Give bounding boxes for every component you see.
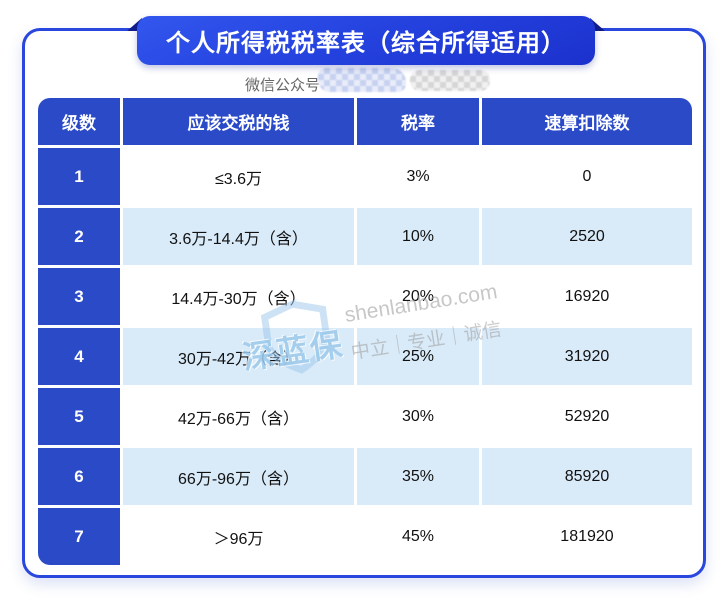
cell-level: 2 <box>38 208 120 265</box>
cell-deduction: 181920 <box>482 508 692 565</box>
cell-rate: 3% <box>357 148 479 205</box>
cell-level: 4 <box>38 328 120 385</box>
cell-level: 5 <box>38 388 120 445</box>
cell-rate: 10% <box>357 208 479 265</box>
cell-deduction: 31920 <box>482 328 692 385</box>
cell-bracket: 14.4万-30万（含） <box>123 268 354 325</box>
col-header-deduction: 速算扣除数 <box>482 98 692 145</box>
cell-bracket: ＞96万 <box>123 508 354 565</box>
redacted-account-name-blur <box>318 68 406 92</box>
tax-rate-table: 级数 应该交税的钱 税率 速算扣除数 1 ≤3.6万 3% 0 2 3.6万-1… <box>38 98 692 565</box>
cell-bracket: 3.6万-14.4万（含） <box>123 208 354 265</box>
cell-deduction: 2520 <box>482 208 692 265</box>
title-banner: 个人所得税税率表（综合所得适用） <box>137 16 595 65</box>
cell-level: 1 <box>38 148 120 205</box>
col-header-level: 级数 <box>38 98 120 145</box>
cell-rate: 45% <box>357 508 479 565</box>
cell-bracket: 30万-42万（含） <box>123 328 354 385</box>
cell-rate: 30% <box>357 388 479 445</box>
cell-rate: 35% <box>357 448 479 505</box>
cell-rate: 25% <box>357 328 479 385</box>
cell-bracket: ≤3.6万 <box>123 148 354 205</box>
col-header-bracket: 应该交税的钱 <box>123 98 354 145</box>
cell-level: 3 <box>38 268 120 325</box>
col-header-rate: 税率 <box>357 98 479 145</box>
cell-level: 6 <box>38 448 120 505</box>
cell-bracket: 42万-66万（含） <box>123 388 354 445</box>
cell-deduction: 0 <box>482 148 692 205</box>
cell-rate: 20% <box>357 268 479 325</box>
cell-level: 7 <box>38 508 120 565</box>
cell-deduction: 52920 <box>482 388 692 445</box>
redacted-account-name-blur-2 <box>410 70 490 91</box>
cell-deduction: 85920 <box>482 448 692 505</box>
wechat-account-label: 微信公众号 <box>245 77 321 94</box>
page-title: 个人所得税税率表（综合所得适用） <box>166 30 566 57</box>
cell-deduction: 16920 <box>482 268 692 325</box>
cell-bracket: 66万-96万（含） <box>123 448 354 505</box>
